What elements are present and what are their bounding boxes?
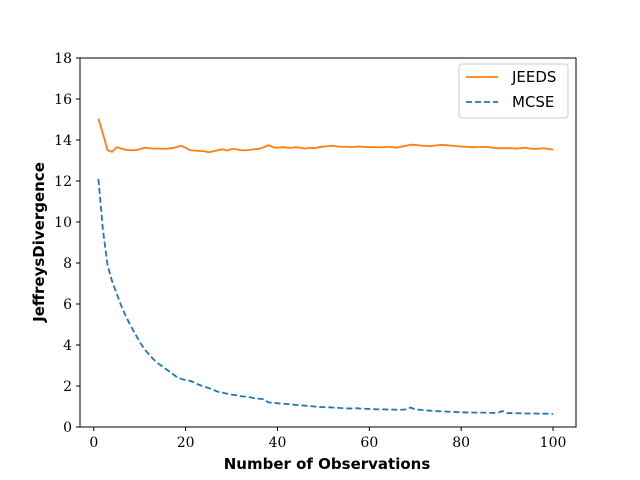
legend-label-jeeds: JEEDS <box>511 68 556 86</box>
y-tick-label: 10 <box>54 215 72 231</box>
series-line-jeeds <box>97 118 554 154</box>
y-tick-label: 0 <box>63 420 72 436</box>
plot-lines <box>97 118 554 415</box>
y-tick-label: 18 <box>54 51 72 67</box>
x-tick-label: 100 <box>540 435 567 451</box>
plot-frame <box>79 57 577 428</box>
y-tick-label: 16 <box>54 92 72 108</box>
y-tick-label: 14 <box>54 133 72 149</box>
x-axis-ticks: 0 20 40 60 80 100 <box>89 427 566 451</box>
series-line-mcse <box>97 178 554 415</box>
y-tick-label: 2 <box>63 379 72 395</box>
x-axis-label: Number of Observations <box>224 455 431 473</box>
y-tick-label: 6 <box>63 297 72 313</box>
legend-label-mcse: MCSE <box>512 93 554 111</box>
x-tick-label: 80 <box>452 435 470 451</box>
x-tick-label: 40 <box>269 435 287 451</box>
y-tick-label: 4 <box>63 338 72 354</box>
y-axis-label: JeffreysDivergence <box>30 162 48 323</box>
y-axis-ticks: 0 2 4 6 8 10 12 14 16 18 <box>54 51 80 436</box>
x-tick-label: 0 <box>89 435 98 451</box>
y-tick-label: 12 <box>54 174 72 190</box>
legend: JEEDS MCSE <box>458 63 569 119</box>
x-tick-label: 60 <box>360 435 378 451</box>
x-tick-label: 20 <box>177 435 195 451</box>
y-tick-label: 8 <box>63 256 72 272</box>
